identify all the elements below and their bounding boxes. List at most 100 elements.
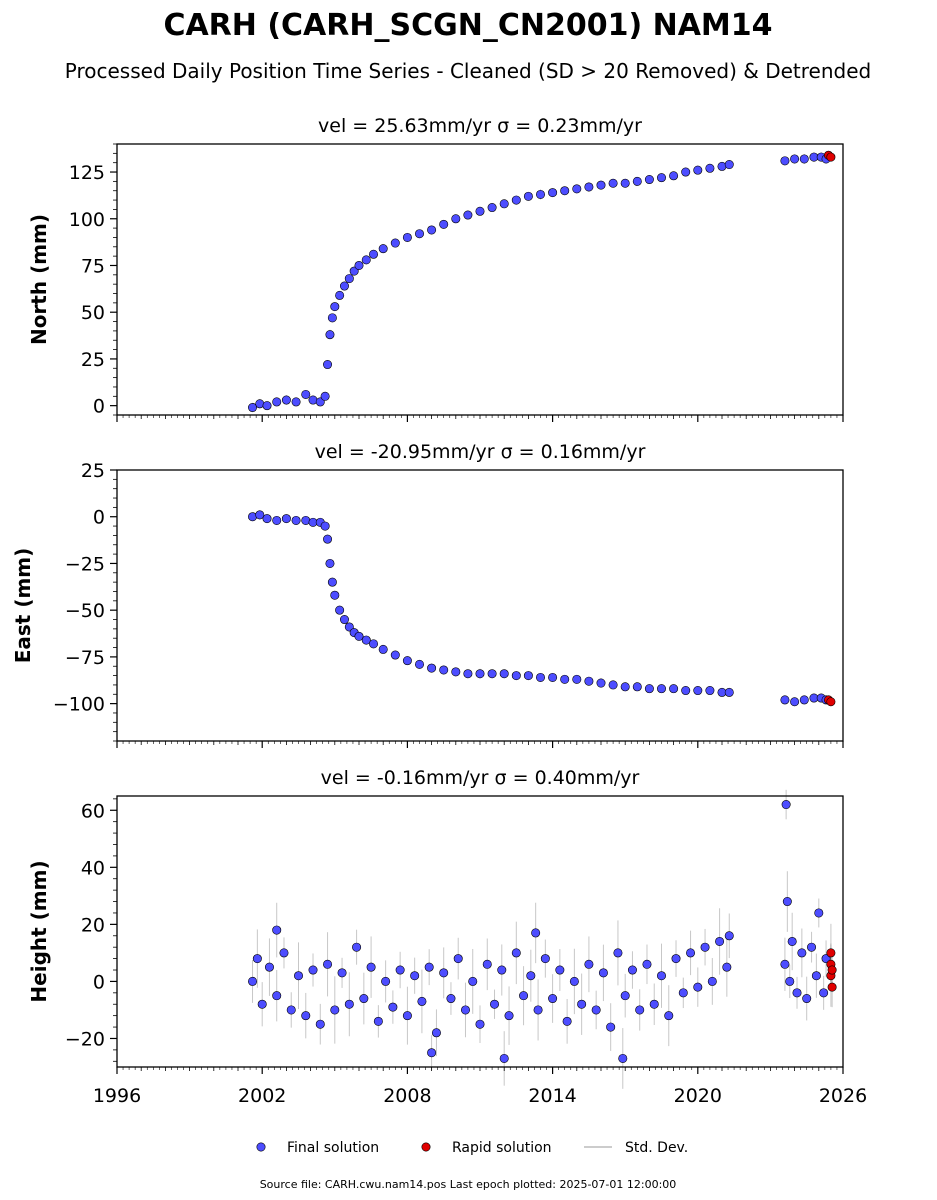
stddev-bars-height — [252, 789, 833, 1089]
data-point — [526, 971, 536, 981]
data-point — [402, 232, 412, 242]
data-point — [792, 988, 802, 998]
data-point — [531, 928, 541, 938]
data-point — [490, 999, 500, 1009]
data-point — [463, 210, 473, 220]
data-point — [693, 165, 703, 175]
data-point — [681, 686, 691, 696]
series-height-final — [248, 800, 831, 1063]
data-point — [608, 178, 618, 188]
data-point — [799, 695, 809, 705]
plot-frame-east — [116, 469, 844, 742]
y-tick-label: 100 — [69, 209, 105, 231]
data-point — [463, 669, 473, 679]
data-point — [272, 515, 282, 525]
data-point — [596, 678, 606, 688]
legend: Final solution Rapid solution Std. Dev. — [256, 1140, 688, 1156]
legend-std-label: Std. Dev. — [625, 1140, 688, 1156]
data-point — [264, 962, 274, 972]
data-point — [323, 959, 333, 969]
data-point — [620, 682, 630, 692]
data-point — [301, 1011, 311, 1021]
data-point — [656, 684, 666, 694]
data-point — [606, 1022, 616, 1032]
y-tick-label: −20 — [65, 1028, 105, 1050]
data-point — [572, 184, 582, 194]
data-point — [705, 686, 715, 696]
x-axis-height: 1996 2002 2008 2014 2020 2026 — [93, 1067, 867, 1107]
data-point — [487, 669, 497, 679]
data-point — [669, 684, 679, 694]
data-point — [681, 167, 691, 177]
data-point — [427, 663, 437, 673]
data-point — [339, 615, 349, 625]
data-point — [618, 1053, 628, 1063]
x-tick-label: 2008 — [383, 1085, 431, 1107]
data-point — [790, 154, 800, 164]
data-point — [596, 180, 606, 190]
data-point — [446, 994, 456, 1004]
data-point — [475, 1019, 485, 1029]
data-point — [827, 982, 837, 992]
data-point — [826, 948, 836, 958]
data-point — [390, 238, 400, 248]
data-point — [807, 942, 817, 952]
y-tick-label: 0 — [93, 507, 105, 529]
data-point — [320, 391, 330, 401]
data-point — [781, 800, 791, 810]
data-point — [344, 999, 354, 1009]
figure-subtitle: Processed Daily Position Time Series - C… — [65, 59, 871, 83]
data-point — [548, 994, 558, 1004]
data-point — [584, 182, 594, 192]
figure-title: CARH (CARH_SCGN_CN2001) NAM14 — [163, 8, 772, 43]
y-tick-label: 20 — [81, 914, 105, 936]
plot-frame-north — [116, 143, 844, 416]
y-tick-label: −50 — [65, 600, 105, 622]
y-tick-label: 40 — [81, 857, 105, 879]
data-point — [620, 991, 630, 1001]
data-point — [272, 397, 282, 407]
legend-final-label: Final solution — [287, 1140, 379, 1156]
data-point — [427, 1048, 437, 1058]
y-label-east: East (mm) — [11, 548, 35, 664]
data-point — [499, 669, 509, 679]
data-point — [255, 510, 265, 520]
y-tick-label: −25 — [65, 553, 105, 575]
data-point — [664, 1011, 674, 1021]
panel-title-north: vel = 25.63mm/yr σ = 0.23mm/yr — [318, 115, 642, 137]
data-point — [451, 214, 461, 224]
series-north-final — [248, 152, 831, 413]
data-point — [504, 1011, 514, 1021]
x-tick-label: 2020 — [674, 1085, 722, 1107]
x-tick-label: 2026 — [819, 1085, 867, 1107]
legend-rapid-marker — [421, 1142, 431, 1152]
data-point — [533, 1005, 543, 1015]
y-tick-label: 25 — [81, 460, 105, 482]
data-point — [572, 674, 582, 684]
data-point — [598, 968, 608, 978]
panels: vel = 25.63mm/yr σ = 0.23mm/yr 0 25 50 75 100… — [11, 115, 867, 1107]
data-point — [620, 178, 630, 188]
data-point — [519, 991, 529, 1001]
data-point — [715, 936, 725, 946]
data-point — [693, 982, 703, 992]
data-point — [811, 971, 821, 981]
data-point — [330, 1005, 340, 1015]
data-point — [523, 191, 533, 201]
data-point — [535, 189, 545, 199]
data-point — [802, 994, 812, 1004]
data-point — [627, 965, 637, 975]
data-point — [487, 203, 497, 213]
data-point — [390, 650, 400, 660]
data-point — [327, 577, 337, 587]
panel-title-height: vel = -0.16mm/yr σ = 0.40mm/yr — [321, 767, 640, 789]
data-point — [414, 659, 424, 669]
data-point — [797, 948, 807, 958]
data-point — [705, 163, 715, 173]
data-point — [468, 976, 478, 986]
y-tick-label: 125 — [69, 162, 105, 184]
data-point — [291, 397, 301, 407]
data-point — [724, 160, 734, 170]
data-point — [724, 687, 734, 697]
